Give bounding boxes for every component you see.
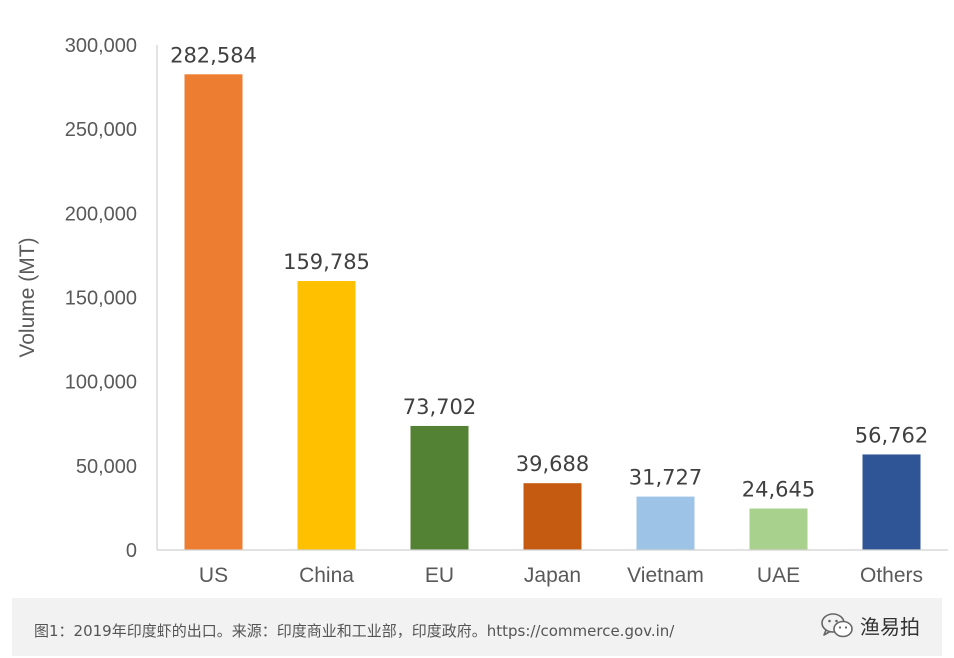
x-tick-label: China — [299, 564, 354, 587]
y-axis-title: Volume (MT) — [16, 237, 39, 357]
y-tick-label: 250,000 — [65, 119, 137, 141]
x-tick-label: EU — [425, 564, 454, 587]
x-tick-label: Japan — [524, 564, 581, 587]
caption-bar: 图1：2019年印度虾的出口。来源：印度商业和工业部，印度政府。https://… — [12, 598, 942, 656]
brand-name: 渔易拍 — [860, 615, 920, 639]
wechat-icon — [821, 612, 853, 637]
y-tick-label: 200,000 — [65, 203, 137, 225]
data-label-japan: 39,688 — [516, 452, 589, 476]
bar-us — [184, 74, 243, 551]
value-labels-group: 282,584 159,785 73,702 39,688 31,727 24,645 56… — [170, 43, 928, 501]
bar-uae — [749, 508, 808, 550]
data-label-us: 282,584 — [170, 43, 257, 67]
bar-chart: Volume (MT) 0 50,000 100,000 150,000 200,000… — [16, 35, 948, 587]
data-label-china: 159,785 — [283, 250, 370, 274]
bar-china — [297, 281, 356, 550]
x-tick-label: Others — [860, 564, 923, 587]
bar-vietnam — [636, 496, 695, 550]
y-ticks-group: 0 50,000 100,000 150,000 200,000 250,000 300,0… — [65, 35, 137, 562]
brand-badge: 渔易拍 — [820, 611, 920, 640]
caption-text: 图1：2019年印度虾的出口。来源：印度商业和工业部，印度政府。https://… — [34, 622, 675, 640]
y-tick-label: 300,000 — [65, 35, 137, 57]
bar-others — [862, 454, 921, 550]
y-tick-label: 150,000 — [65, 288, 137, 310]
x-ticks-group: US China EU Japan Vietnam UAE Others — [199, 564, 923, 587]
x-tick-label: Vietnam — [627, 564, 704, 587]
y-axis-title-group: Volume (MT) — [16, 237, 39, 357]
bar-eu — [410, 425, 469, 550]
y-tick-label: 50,000 — [76, 456, 137, 478]
x-tick-label: UAE — [757, 564, 800, 587]
data-label-others: 56,762 — [855, 423, 928, 447]
data-label-eu: 73,702 — [403, 395, 476, 419]
x-tick-label: US — [199, 564, 228, 587]
data-label-uae: 24,645 — [742, 478, 815, 502]
bars-group — [184, 74, 921, 551]
bar-japan — [523, 483, 582, 550]
data-label-vietnam: 31,727 — [629, 466, 702, 490]
y-tick-label: 100,000 — [65, 372, 137, 394]
y-tick-label: 0 — [126, 540, 137, 562]
